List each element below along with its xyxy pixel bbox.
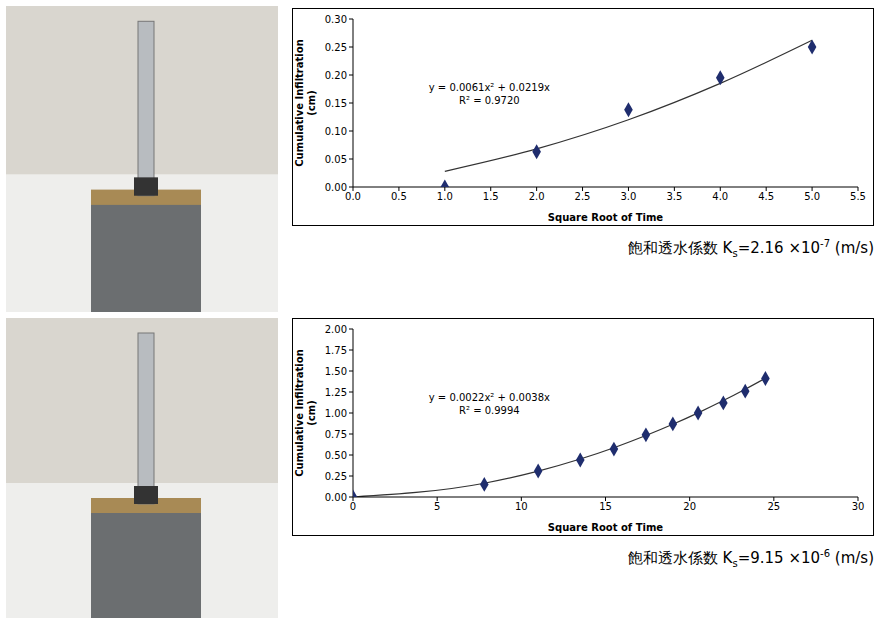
- svg-text:15: 15: [599, 501, 612, 512]
- svg-text:Cumulative Infiltration(cm): Cumulative Infiltration(cm): [294, 39, 317, 167]
- svg-text:0.25: 0.25: [325, 471, 347, 482]
- svg-text:Cumulative Infiltration(cm): Cumulative Infiltration(cm): [294, 349, 317, 477]
- svg-text:5.5: 5.5: [850, 191, 866, 202]
- svg-text:5.0: 5.0: [804, 191, 820, 202]
- svg-text:Square Root of Time: Square Root of Time: [548, 212, 663, 223]
- svg-text:5: 5: [434, 501, 440, 512]
- svg-text:3.0: 3.0: [621, 191, 637, 202]
- svg-text:0.5: 0.5: [391, 191, 407, 202]
- svg-text:25: 25: [767, 501, 780, 512]
- svg-text:0.00: 0.00: [325, 492, 347, 503]
- svg-text:4.0: 4.0: [712, 191, 728, 202]
- svg-text:0: 0: [350, 501, 356, 512]
- html-text:y = 0.0061x² + 0.0219x: y = 0.0061x² + 0.0219x: [428, 82, 550, 94]
- svg-text:2.5: 2.5: [575, 191, 591, 202]
- svg-text:0.15: 0.15: [325, 98, 347, 109]
- html-text:飽和透水係数 Ks=9.15 ×10-6(m/s): 飽和透水係数 Ks=9.15 ×10-6(m/s): [627, 548, 874, 569]
- svg-text:1.75: 1.75: [325, 345, 347, 356]
- svg-text:0.0: 0.0: [345, 191, 361, 202]
- svg-text:30: 30: [852, 501, 865, 512]
- svg-text:0.50: 0.50: [325, 450, 347, 461]
- svg-text:2.0: 2.0: [529, 191, 545, 202]
- html-text:y = 0.0022x² + 0.0038x: y = 0.0022x² + 0.0038x: [428, 392, 550, 404]
- svg-text:4.5: 4.5: [758, 191, 774, 202]
- svg-text:Square Root of Time: Square Root of Time: [548, 522, 663, 533]
- html-text:R² = 0.9994: R² = 0.9994: [459, 405, 520, 417]
- svg-text:1.00: 1.00: [325, 408, 347, 419]
- svg-text:0.05: 0.05: [325, 154, 347, 165]
- html-text:R² = 0.9720: R² = 0.9720: [459, 95, 520, 107]
- svg-text:0.20: 0.20: [325, 70, 347, 81]
- svg-text:1.50: 1.50: [325, 366, 347, 377]
- svg-text:0.10: 0.10: [325, 126, 347, 137]
- svg-text:1.25: 1.25: [325, 387, 347, 398]
- svg-text:1.5: 1.5: [483, 191, 499, 202]
- svg-text:0.25: 0.25: [325, 42, 347, 53]
- svg-text:2.00: 2.00: [325, 324, 347, 335]
- svg-text:0.00: 0.00: [325, 182, 347, 193]
- svg-text:0.75: 0.75: [325, 429, 347, 440]
- svg-text:1.0: 1.0: [437, 191, 453, 202]
- svg-text:20: 20: [683, 501, 696, 512]
- html-text:飽和透水係数 Ks=2.16 ×10-7(m/s): 飽和透水係数 Ks=2.16 ×10-7(m/s): [627, 238, 874, 259]
- svg-text:0.30: 0.30: [325, 14, 347, 25]
- svg-text:10: 10: [515, 501, 528, 512]
- svg-text:3.5: 3.5: [666, 191, 682, 202]
